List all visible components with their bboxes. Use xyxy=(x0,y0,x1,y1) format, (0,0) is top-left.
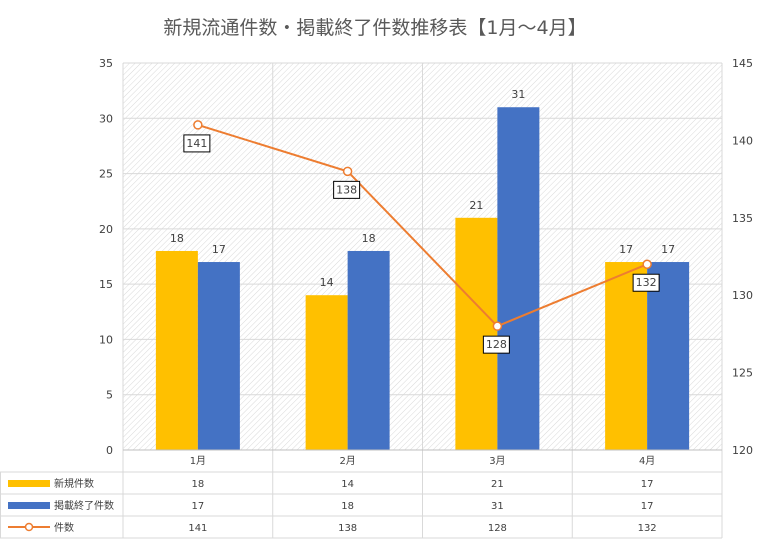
y-right-tick-label: 135 xyxy=(732,212,753,225)
line-point xyxy=(492,321,503,331)
bar xyxy=(155,250,198,450)
table-cell-value: 14 xyxy=(341,479,354,490)
table-cell-value: 17 xyxy=(641,479,654,490)
legend-key xyxy=(8,480,50,487)
y-right-tick-label: 130 xyxy=(732,289,753,302)
line-point xyxy=(342,166,353,177)
bar xyxy=(605,262,648,450)
line-data-label: 132 xyxy=(636,276,657,289)
y-left-tick-label: 30 xyxy=(99,112,113,125)
table-cell-value: 128 xyxy=(488,523,507,534)
bar-data-label: 14 xyxy=(320,276,334,289)
table-category-label: 1月 xyxy=(190,455,206,467)
line-data-label: 128 xyxy=(486,338,507,351)
y-left-tick-label: 35 xyxy=(99,57,113,70)
legend-series-name: 件数 xyxy=(54,521,74,534)
bar xyxy=(305,295,348,450)
y-right-tick-label: 140 xyxy=(732,134,753,147)
y-left-tick-label: 25 xyxy=(99,168,113,181)
table-cell-value: 18 xyxy=(192,479,205,490)
bar-data-label: 17 xyxy=(661,243,675,256)
bar-data-label: 18 xyxy=(170,232,184,245)
line-point xyxy=(193,120,203,130)
table-category-label: 2月 xyxy=(339,455,355,467)
legend-key xyxy=(8,502,50,509)
table-category-label: 3月 xyxy=(489,455,505,467)
y-right-tick-label: 120 xyxy=(732,444,753,457)
legend-series-name: 新規件数 xyxy=(54,477,94,490)
bar xyxy=(647,262,690,450)
y-left-tick-label: 15 xyxy=(99,278,113,291)
table-category-label: 4月 xyxy=(639,455,655,467)
bar-data-label: 17 xyxy=(619,243,633,256)
y-right-tick-label: 125 xyxy=(732,367,753,380)
line-data-label: 141 xyxy=(186,137,207,150)
bar xyxy=(497,107,540,450)
bar-data-label: 17 xyxy=(212,243,226,256)
line-data-label: 138 xyxy=(336,183,357,196)
legend-series-name: 掲載終了件数 xyxy=(54,499,114,512)
y-right-tick-label: 145 xyxy=(732,57,753,70)
table-cell-value: 31 xyxy=(491,501,504,512)
line-point xyxy=(642,259,652,269)
y-left-tick-label: 20 xyxy=(99,223,113,236)
table-cell-value: 17 xyxy=(192,501,205,512)
y-left-tick-label: 5 xyxy=(106,389,113,402)
bar-data-label: 18 xyxy=(362,232,376,245)
line-label-box xyxy=(482,335,510,354)
line-label-box xyxy=(632,273,660,292)
bar xyxy=(347,250,390,450)
table-cell-value: 138 xyxy=(338,523,357,534)
bar xyxy=(455,217,498,450)
legend-key-marker xyxy=(24,522,34,532)
bar xyxy=(197,262,240,450)
line-series xyxy=(197,123,648,328)
line-label-box xyxy=(333,180,361,199)
table-cell-value: 21 xyxy=(491,479,504,490)
line-label-box xyxy=(183,134,211,153)
table-cell-value: 17 xyxy=(641,501,654,512)
table-cell-value: 132 xyxy=(638,523,657,534)
chart-title: 新規流通件数・掲載終了件数推移表【1月～4月】 xyxy=(163,17,586,39)
table-cell-value: 18 xyxy=(341,501,354,512)
y-left-tick-label: 0 xyxy=(106,444,113,457)
bar-data-label: 31 xyxy=(511,88,525,101)
y-left-tick-label: 10 xyxy=(99,333,113,346)
table-cell-value: 141 xyxy=(188,523,207,534)
bar-data-label: 21 xyxy=(469,199,483,212)
